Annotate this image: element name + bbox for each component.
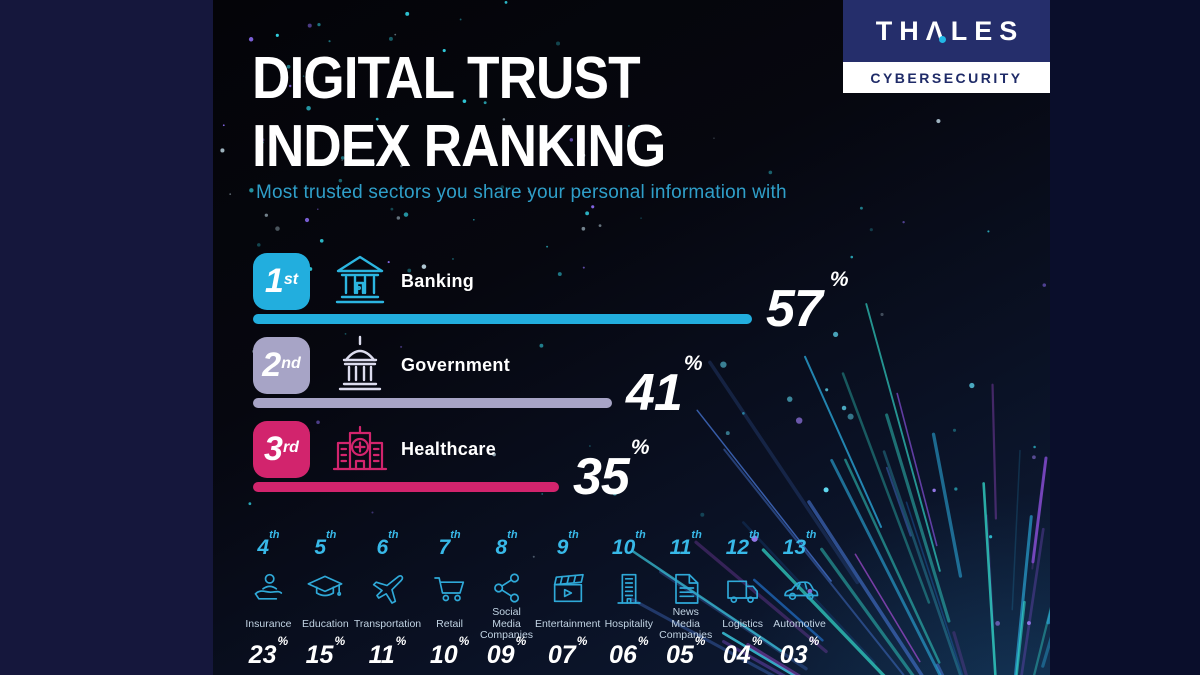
sector-label: Automotive bbox=[773, 617, 826, 630]
entertainment-icon bbox=[535, 566, 600, 610]
sector-percentage: 05% bbox=[665, 633, 706, 669]
title-line-1: DIGITAL TRUST bbox=[252, 44, 641, 111]
sector-cell-entertainment: 9th Entertainment 07% bbox=[534, 529, 601, 670]
transportation-icon bbox=[354, 566, 421, 610]
rank-number: 3 bbox=[264, 430, 283, 468]
rank-number: 1 bbox=[264, 262, 284, 300]
sector-cell-insurance: 4th Insurance 23% bbox=[240, 529, 297, 670]
other-sectors-grid: 4th Insurance 23% 5th bbox=[240, 529, 828, 670]
sector-percentage: 07% bbox=[547, 633, 588, 669]
education-icon bbox=[297, 566, 354, 610]
percentage-value: 35 bbox=[573, 448, 630, 506]
thales-division-label: CYBERSECURITY bbox=[843, 62, 1050, 93]
rank-ordinal: 11th bbox=[669, 529, 702, 559]
percent-sign: % bbox=[683, 351, 703, 375]
news-media-icon bbox=[657, 566, 714, 610]
insurance-icon bbox=[240, 566, 297, 610]
sector-cell-transportation: 6th Transportation 11% bbox=[353, 529, 422, 670]
rank-suffix: rd bbox=[282, 438, 299, 456]
sector-percentage: 06% bbox=[609, 633, 649, 669]
rank-suffix: nd bbox=[281, 354, 301, 372]
sector-cell-retail: 7th Retail 10% bbox=[421, 529, 478, 670]
right-letterbox bbox=[1050, 0, 1200, 675]
banking-icon bbox=[325, 245, 395, 317]
page-subtitle: Most trusted sectors you share your pers… bbox=[256, 182, 787, 203]
sector-percentage: 04% bbox=[722, 633, 763, 669]
thales-wordmark: THΛLES bbox=[875, 15, 1025, 46]
sector-percentage: 09% bbox=[486, 633, 527, 669]
percentage-value: 57 bbox=[766, 280, 823, 338]
thales-logo-box: THΛLES bbox=[843, 0, 1050, 62]
sector-cell-hospitality: 10th Hospitality 06% bbox=[600, 529, 657, 670]
sector-label: Social Media Companies bbox=[479, 606, 534, 642]
government-bar bbox=[253, 398, 612, 408]
sector-label: Healthcare bbox=[401, 439, 497, 459]
automotive-icon bbox=[771, 566, 828, 610]
rank-ordinal: 5th bbox=[314, 529, 337, 559]
sector-percentage: 11% bbox=[368, 633, 407, 669]
healthcare-percentage: 35% bbox=[573, 436, 650, 507]
rank-ordinal: 6th bbox=[376, 529, 399, 559]
sector-cell-automotive: 13th Automotive 03% bbox=[771, 529, 828, 670]
sector-cell-logistics: 12th Logistics 04% bbox=[714, 529, 771, 670]
sector-percentage: 23% bbox=[248, 633, 289, 669]
title-line-2: INDEX RANKING bbox=[252, 111, 666, 179]
rank-ordinal: 9th bbox=[556, 529, 579, 559]
sector-label: Entertainment bbox=[534, 617, 601, 630]
sector-label: Retail bbox=[436, 617, 464, 630]
sector-percentage: 15% bbox=[305, 633, 346, 669]
government-icon bbox=[325, 329, 395, 401]
healthcare-bar bbox=[253, 482, 559, 492]
left-letterbox bbox=[0, 0, 213, 675]
rank-number: 2 bbox=[262, 346, 282, 384]
sector-percentage: 03% bbox=[779, 633, 820, 669]
thales-logo-dot-icon bbox=[939, 36, 946, 43]
percent-sign: % bbox=[630, 435, 650, 459]
rank-ordinal: 12th bbox=[725, 529, 760, 559]
infographic-panel: THΛLES CYBERSECURITY DIGITAL TRUST INDEX… bbox=[213, 0, 1050, 675]
rank-ordinal: 10th bbox=[611, 529, 646, 559]
page-title: DIGITAL TRUST INDEX RANKING bbox=[252, 44, 666, 180]
sector-cell-news-media: 11th News Media Companies 05% bbox=[657, 529, 714, 670]
percentage-value: 41 bbox=[626, 364, 683, 422]
sector-label: Education bbox=[302, 617, 349, 630]
percent-sign: % bbox=[829, 267, 849, 291]
healthcare-icon bbox=[325, 413, 395, 485]
sector-label: Hospitality bbox=[604, 617, 654, 630]
banking-percentage: 57% bbox=[766, 268, 849, 339]
rank-ordinal: 4th bbox=[257, 529, 280, 559]
sector-label: Government bbox=[401, 355, 511, 375]
logistics-icon bbox=[714, 566, 771, 610]
thales-logo: THΛLES CYBERSECURITY bbox=[843, 0, 1050, 93]
government-percentage: 41% bbox=[626, 352, 703, 423]
sector-label: Transportation bbox=[353, 617, 422, 630]
rank-ordinal: 13th bbox=[782, 529, 817, 559]
rank-suffix: st bbox=[283, 270, 299, 288]
rank-ordinal: 8th bbox=[495, 529, 518, 559]
sector-label: Banking bbox=[401, 271, 475, 291]
hospitality-icon bbox=[600, 566, 657, 610]
sector-cell-social-media: 8th Social Media Companies 09% bbox=[478, 529, 535, 670]
banking-bar bbox=[253, 314, 752, 324]
social-media-icon bbox=[478, 566, 535, 610]
rank-ordinal: 7th bbox=[438, 529, 461, 559]
sector-label: News Media Companies bbox=[659, 606, 713, 642]
sector-label: Logistics bbox=[722, 617, 764, 630]
sector-percentage: 10% bbox=[429, 633, 470, 669]
sector-cell-education: 5th Education 15% bbox=[297, 529, 354, 670]
sector-label: Insurance bbox=[245, 617, 292, 630]
retail-icon bbox=[421, 566, 478, 610]
